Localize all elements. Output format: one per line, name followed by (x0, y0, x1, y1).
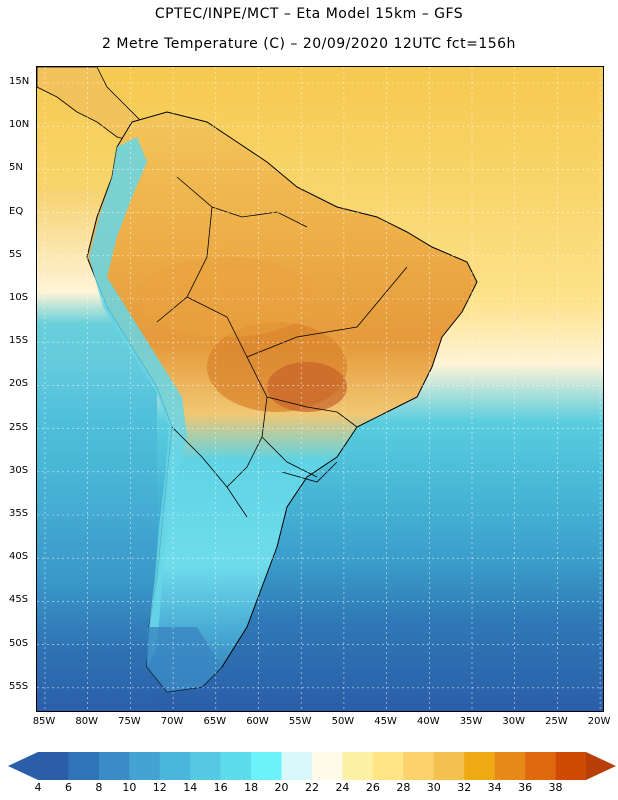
lon-label-20w: 20W (587, 716, 611, 727)
map-canvas (37, 67, 603, 711)
legend-label: 32 (457, 781, 472, 794)
lon-label-85w: 85W (32, 716, 56, 727)
legend-swatch (159, 752, 191, 780)
legend-label: 38 (548, 781, 563, 794)
country-borders (156, 176, 408, 518)
lat-label-55s: 55S (9, 680, 29, 692)
legend-swatch (433, 752, 465, 780)
lat-label-45s: 45S (9, 594, 29, 606)
legend-swatch (464, 752, 495, 780)
lat-label-30s: 30S (9, 464, 29, 476)
legend-label: 34 (487, 781, 502, 794)
lon-label-60w: 60W (246, 716, 269, 727)
legend-label: 20 (274, 781, 289, 794)
lon-label-70w: 70W (160, 716, 184, 727)
legend-swatch (98, 752, 130, 780)
legend-label: 22 (305, 781, 319, 794)
lon-label-65w: 65W (203, 716, 227, 727)
legend-label: 14 (183, 781, 198, 794)
lat-label-25s: 25S (9, 421, 29, 433)
legend-label: 26 (365, 781, 380, 794)
lon-label-45w: 45W (374, 716, 397, 727)
lon-label-80w: 80W (75, 716, 98, 727)
legend-swatch (342, 752, 374, 780)
lon-label-25w: 25W (545, 716, 568, 727)
lat-label-20s: 20S (9, 378, 29, 390)
temperature-map (36, 66, 604, 712)
legend-label: 18 (244, 781, 259, 794)
legend-label: 28 (396, 781, 411, 794)
lat-label-50s: 50S (9, 637, 29, 649)
legend-swatch (525, 752, 556, 780)
lat-label-35s: 35S (9, 508, 29, 519)
legend-swatch (68, 752, 100, 780)
legend-swatch (129, 752, 161, 780)
legend-swatch (555, 752, 587, 780)
legend-label: 10 (122, 781, 137, 794)
legend-swatch (372, 752, 404, 780)
hottest-region (267, 362, 347, 412)
legend-swatch (190, 752, 221, 780)
legend-high-arrow (586, 752, 616, 780)
andes-cold-strip (89, 137, 187, 667)
legend-label: 16 (213, 781, 228, 794)
lon-label-75w: 75W (118, 716, 141, 727)
lon-label-50w: 50W (331, 716, 355, 727)
legend-swatch (251, 752, 282, 780)
lat-label-10s: 10S (9, 292, 29, 303)
lon-label-40w: 40W (416, 716, 440, 727)
color-legend (8, 752, 616, 780)
legend-label: 4 (34, 781, 42, 794)
legend-swatch (38, 752, 69, 780)
legend-swatch (312, 752, 343, 780)
patagonia-cold-region (147, 627, 222, 692)
legend-label: 12 (152, 781, 167, 794)
chart-title: CPTEC/INPE/MCT – Eta Model 15km – GFS (154, 6, 464, 22)
lat-label-eq: EQ (9, 205, 24, 217)
lat-label-5s: 5S (9, 248, 22, 260)
legend-swatch (220, 752, 252, 780)
legend-label: 24 (335, 781, 350, 794)
legend-swatch (494, 752, 526, 780)
legend-swatch (281, 752, 313, 780)
lon-label-55w: 55W (288, 716, 312, 727)
legend-low-arrow (8, 752, 38, 780)
legend-label: 6 (64, 781, 72, 794)
legend-label: 36 (518, 781, 533, 794)
legend-swatch (403, 752, 435, 780)
lat-label-40s: 40S (9, 551, 29, 563)
legend-label: 8 (95, 781, 103, 794)
lat-label-10n: 10N (9, 119, 30, 131)
lon-label-30w: 30W (502, 716, 525, 727)
lon-label-35w: 35W (459, 716, 483, 727)
chart-subtitle: 2 Metre Temperature (C) – 20/09/2020 12U… (102, 36, 516, 52)
legend-label: 30 (426, 781, 441, 794)
lat-label-5n: 5N (9, 162, 23, 174)
amazon-warm-region (137, 257, 317, 337)
lat-label-15s: 15S (9, 335, 29, 347)
lat-label-15n: 15N (9, 76, 30, 87)
